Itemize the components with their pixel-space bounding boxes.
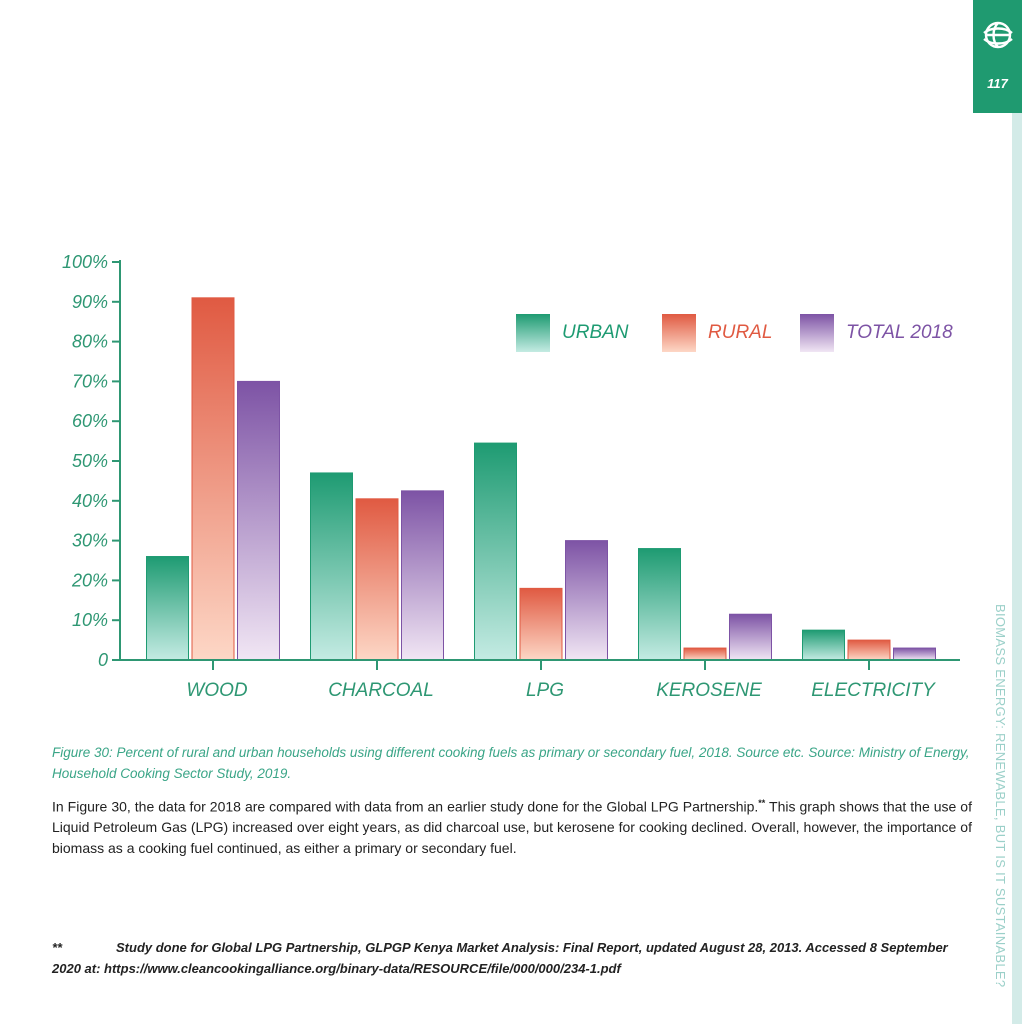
chart-axes: 100% 90% 80% 70% 60% 50% 40% 30% 20% 10% 0 WOOD CHAR… xyxy=(62,252,960,701)
chart-legend: URBAN RURAL TOTAL 2018 xyxy=(516,314,953,352)
bar-wood-rural xyxy=(191,297,235,661)
bar-charcoal-urban xyxy=(310,472,353,661)
bar-chart: 100% 90% 80% 70% 60% 50% 40% 30% 20% 10% 0 WOOD CHAR… xyxy=(62,252,960,701)
legend-swatch-total-2018 xyxy=(800,314,834,352)
category-label-electricity: ELECTRICITY xyxy=(811,680,936,701)
footnote-text: Study done for Global LPG Partnership, G… xyxy=(52,940,948,976)
y-tick-label: 60% xyxy=(72,411,108,431)
bar-charcoal-rural xyxy=(355,498,399,661)
legend-label: TOTAL 2018 xyxy=(846,322,953,343)
bar-electricity-rural xyxy=(847,639,891,661)
bar-kerosene-rural xyxy=(683,647,727,661)
body-paragraph: In Figure 30, the data for 2018 are comp… xyxy=(52,793,972,858)
bar-lpg-urban xyxy=(474,442,517,661)
y-tick-label: 10% xyxy=(72,610,108,630)
globe-logo-icon xyxy=(983,21,1013,49)
page-number: 117 xyxy=(987,76,1008,91)
bar-lpg-total-2018 xyxy=(565,540,608,661)
y-tick-label: 100% xyxy=(62,252,108,272)
y-tick-label: 90% xyxy=(72,292,108,312)
category-label-wood: WOOD xyxy=(186,680,247,701)
figure-caption: Figure 30: Percent of rural and urban ho… xyxy=(52,745,970,781)
chart-bars xyxy=(146,297,936,661)
y-tick-label: 80% xyxy=(72,332,108,352)
footnote: ** Study done for Global LPG Partnership,… xyxy=(52,937,972,979)
bar-kerosene-urban xyxy=(638,548,681,661)
category-label-charcoal: CHARCOAL xyxy=(328,680,434,701)
y-tick-label: 20% xyxy=(71,570,108,590)
y-tick-label: 70% xyxy=(72,371,108,391)
category-label-kerosene: KEROSENE xyxy=(656,680,762,701)
bar-wood-total-2018 xyxy=(237,380,280,661)
footnote-mark: ** xyxy=(52,940,63,955)
page-tab: 117 xyxy=(973,0,1022,113)
bar-electricity-total-2018 xyxy=(893,647,936,661)
bar-kerosene-total-2018 xyxy=(729,613,772,661)
legend-label: URBAN xyxy=(562,322,629,343)
running-section-title: BIOMASS ENERGY: RENEWABLE, BUT IS IT SUS… xyxy=(993,604,1008,988)
bar-electricity-urban xyxy=(802,629,845,661)
body-text-part: This graph shows that the use of Liquid … xyxy=(52,798,972,856)
legend-swatch-urban xyxy=(516,314,550,352)
category-label-lpg: LPG xyxy=(526,680,564,701)
y-tick-label: 30% xyxy=(72,531,108,551)
footnote-reference: ** xyxy=(758,798,766,808)
y-tick-label: 50% xyxy=(72,451,108,471)
y-tick-label: 40% xyxy=(72,491,108,511)
side-accent-bar xyxy=(1012,113,1022,1024)
bar-charcoal-total-2018 xyxy=(401,490,444,661)
legend-label: RURAL xyxy=(708,322,772,343)
bar-wood-urban xyxy=(146,556,189,661)
body-text-part: In Figure 30, the data for 2018 are comp… xyxy=(52,798,759,815)
legend-swatch-rural xyxy=(662,314,696,352)
y-tick-label: 0 xyxy=(98,650,108,670)
bar-lpg-rural xyxy=(519,587,563,661)
